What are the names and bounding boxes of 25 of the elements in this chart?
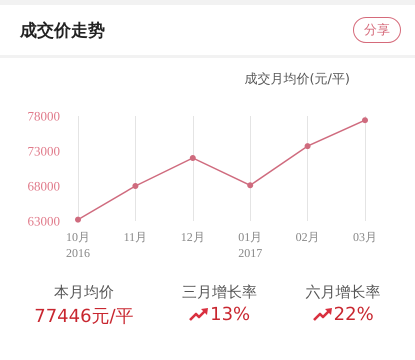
y-tick-label: 68000 [28, 178, 60, 194]
point [132, 183, 138, 189]
text: 13% [210, 304, 250, 325]
chart-title: 成交价走势 [20, 20, 105, 42]
x-tick-label: 01月 2017 [238, 230, 262, 260]
y-tick-label: 63000 [28, 214, 60, 228]
x-tick-label: 03月 [353, 230, 377, 244]
text: 本月均价 [52, 283, 115, 302]
text: 22% [334, 304, 374, 325]
text: 77446元/平 [34, 305, 134, 328]
text: 分享 [353, 17, 401, 43]
point [190, 155, 196, 161]
x-tick-label: 02月 [296, 230, 320, 244]
point [247, 182, 254, 188]
point [304, 143, 311, 150]
text: 三月增长率 [182, 283, 258, 302]
point [362, 117, 368, 124]
x-tick-label: 11月 [124, 230, 148, 244]
y-axis-title: 成交月均价(元/平) [244, 71, 350, 87]
y-tick-label: 73000 [28, 144, 60, 158]
x-tick-label: 10月 2016 [66, 230, 90, 260]
point [75, 216, 81, 223]
text: 六月增长率 [306, 283, 381, 302]
x-tick-label: 12月 [180, 230, 205, 244]
y-tick-label: 78000 [28, 108, 60, 124]
